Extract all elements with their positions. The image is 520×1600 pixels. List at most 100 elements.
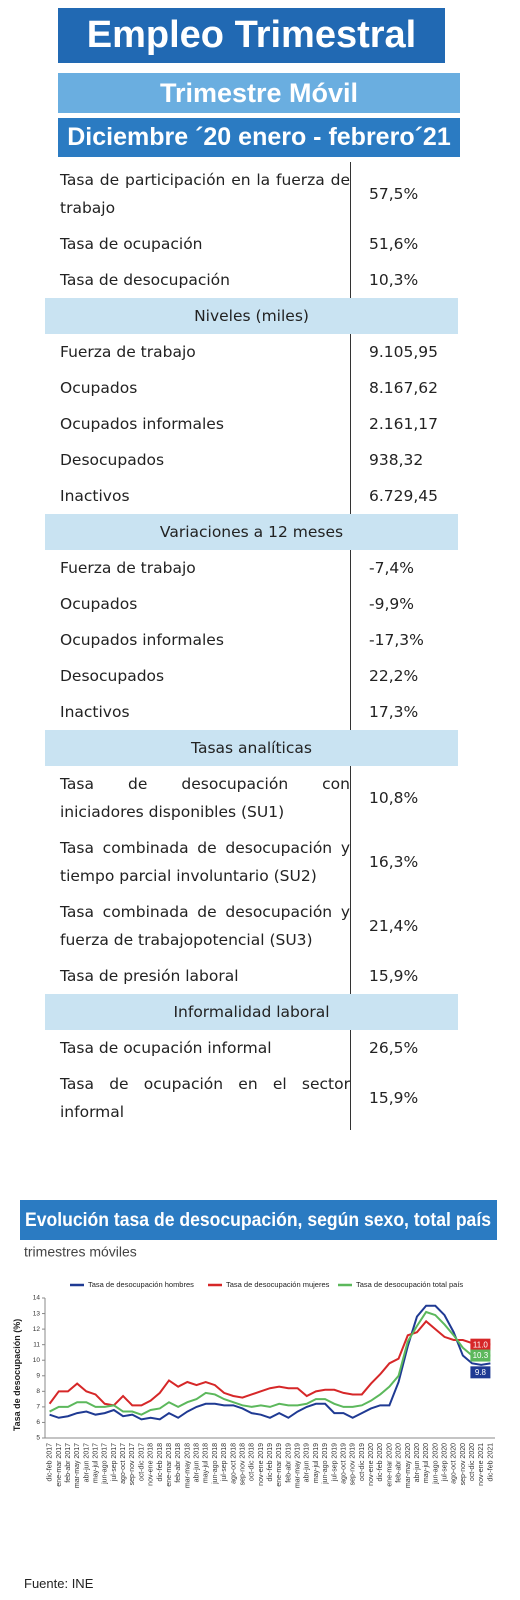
row-label: Desocupados — [45, 442, 351, 478]
x-tick-label: oct-dic 2018 — [249, 1443, 256, 1481]
x-tick-label: dic-feb 2017 — [47, 1443, 54, 1482]
section-heading: Tasas analíticas — [45, 730, 458, 766]
row-value: -17,3% — [369, 631, 424, 649]
chart-title-bg — [20, 1200, 497, 1240]
x-tick-label: ago-oct 2020 — [451, 1443, 458, 1484]
x-tick-label: ene-mar 2020 — [386, 1443, 393, 1487]
x-tick-label: oct-dic 2020 — [469, 1443, 476, 1481]
series-line — [49, 1304, 491, 1421]
row-label: Desocupados — [45, 658, 351, 694]
x-tick-label: jul-sep 2019 — [331, 1443, 338, 1482]
row-value: 22,2% — [369, 667, 419, 685]
row-value: 15,9% — [369, 967, 419, 985]
x-tick-label: sep-nov 2018 — [239, 1443, 246, 1486]
x-tick-label: jun-ago 2020 — [432, 1443, 439, 1485]
chart-title: Evolución tasa de desocupación, según se… — [25, 1210, 491, 1231]
table: Tasa de participación en la fuerza de tr… — [45, 162, 458, 1130]
x-tick-label: jun-ago 2019 — [322, 1443, 329, 1485]
x-tick-label: ene-mar 2018 — [166, 1443, 173, 1487]
x-tick-label: ene-mar 2017 — [56, 1443, 63, 1487]
table-row: Tasa de ocupación 51,6% — [45, 226, 458, 262]
x-tick-label: jun-ago 2018 — [212, 1443, 219, 1485]
subtitle: Trimestre Móvil — [58, 73, 460, 113]
x-tick-label: dic-feb 2020 — [377, 1443, 384, 1482]
row-value: 10,3% — [369, 271, 419, 289]
x-tick-label: ene-mar 2019 — [276, 1443, 283, 1487]
legend-label: Tasa de desocupación total país — [356, 1280, 463, 1289]
table-row: Ocupados informales -17,3% — [45, 622, 458, 658]
series-line — [48, 1319, 491, 1407]
x-tick-label: dic-feb 2019 — [267, 1443, 274, 1482]
table-row: Desocupados 938,32 — [45, 442, 458, 478]
row-label: Ocupados informales — [45, 406, 351, 442]
table-row: Fuerza de trabajo 9.105,95 — [45, 334, 458, 370]
row-value: 15,9% — [369, 1089, 419, 1107]
row-label: Tasa combinada de desocupación y fuerza … — [45, 894, 351, 958]
y-tick-label: 11 — [33, 1341, 40, 1348]
table-row: Tasa combinada de desocupación y fuerza … — [45, 894, 458, 958]
x-tick-label: nov-ene 2018 — [148, 1443, 155, 1486]
legend-label: Tasa de desocupación hombres — [88, 1280, 194, 1289]
row-value: 16,3% — [369, 853, 419, 871]
section-heading: Informalidad laboral — [45, 994, 458, 1030]
x-tick-label: ago-oct 2017 — [120, 1443, 127, 1484]
row-value: -7,4% — [369, 559, 414, 577]
source: Fuente: INE — [24, 1576, 94, 1591]
value-label-bg — [470, 1338, 491, 1351]
row-value: 17,3% — [369, 703, 419, 721]
row-label: Tasa de desocupación con iniciadores dis… — [45, 766, 351, 830]
table-row: Tasa de desocupación 10,3% — [45, 262, 458, 298]
row-label: Inactivos — [45, 694, 351, 730]
table-row: Desocupados 22,2% — [45, 658, 458, 694]
x-tick-label: jul-sep 2020 — [441, 1443, 448, 1482]
y-tick-label: 5 — [36, 1435, 40, 1442]
y-tick-label: 10 — [33, 1357, 41, 1364]
value-label: 9.8 — [475, 1368, 487, 1377]
row-value: 9.105,95 — [369, 343, 439, 361]
x-tick-label: may-jul 2020 — [423, 1443, 430, 1483]
x-tick-label: feb-abr 2019 — [285, 1443, 292, 1483]
x-tick-label: nov-ene 2021 — [478, 1443, 485, 1486]
row-label: Tasa de ocupación en el sector informal — [45, 1066, 351, 1130]
row-value: 10,8% — [369, 789, 419, 807]
chart-subtitle: trimestres móviles — [24, 1244, 137, 1260]
x-tick-label: dic-feb 2018 — [157, 1443, 164, 1482]
x-tick-label: nov-ene 2019 — [258, 1443, 265, 1486]
row-label: Fuerza de trabajo — [45, 334, 351, 370]
row-label: Tasa de desocupación — [45, 262, 351, 298]
x-tick-label: sep-nov 2019 — [350, 1443, 357, 1486]
x-tick-label: jul-sep 2017 — [111, 1443, 118, 1482]
value-label-bg — [470, 1349, 491, 1362]
table-row: Tasa de ocupación informal 26,5% — [45, 1030, 458, 1066]
row-label: Ocupados — [45, 586, 351, 622]
x-tick-label: feb-abr 2018 — [175, 1443, 182, 1483]
row-label: Inactivos — [45, 478, 351, 514]
chart: Evolución tasa de desocupación, según se… — [12, 1200, 497, 1488]
y-tick-label: 13 — [33, 1310, 41, 1317]
value-label: 11.0 — [473, 1340, 489, 1349]
x-tick-label: jul-sep 2018 — [221, 1443, 228, 1482]
y-tick-label: 14 — [33, 1295, 41, 1302]
row-value: 8.167,62 — [369, 379, 439, 397]
row-value: 26,5% — [369, 1039, 419, 1057]
x-tick-label: sep-nov 2020 — [460, 1443, 467, 1486]
x-tick-label: mar-may 2018 — [184, 1443, 191, 1488]
x-tick-label: mar-may 2019 — [295, 1443, 302, 1488]
row-value: 21,4% — [369, 917, 419, 935]
row-label: Tasa de ocupación — [45, 226, 351, 262]
x-tick-label: may-jul 2018 — [203, 1443, 210, 1483]
section-heading: Variaciones a 12 meses — [45, 514, 458, 550]
x-tick-label: may-jul 2017 — [93, 1443, 100, 1483]
section-heading: Niveles (miles) — [45, 298, 458, 334]
row-value: -9,9% — [369, 595, 414, 613]
row-label: Tasa combinada de desocupación y tiempo … — [45, 830, 351, 894]
x-tick-label: abr-jun 2018 — [194, 1443, 201, 1482]
table-row: Tasa de participación en la fuerza de tr… — [45, 162, 458, 226]
row-value: 57,5% — [369, 185, 419, 203]
x-tick-label: oct-dic 2019 — [359, 1443, 366, 1481]
table-row: Inactivos 17,3% — [45, 694, 458, 730]
table-row: Tasa de ocupación en el sector informal 1… — [45, 1066, 458, 1130]
x-tick-label: ago-oct 2019 — [340, 1443, 347, 1484]
x-tick-label: mar-may 2020 — [405, 1443, 412, 1488]
